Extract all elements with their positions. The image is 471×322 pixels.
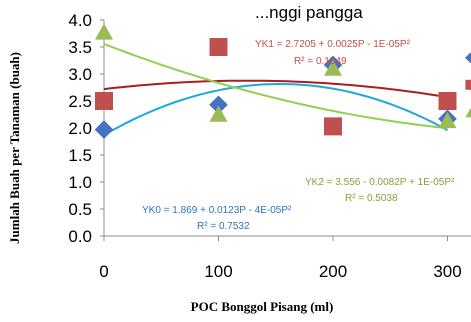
x-axis-title: POC Bonggol Pisang (ml) xyxy=(191,299,334,314)
yk2-r2: R² = 0.5038 xyxy=(345,193,398,204)
yk1-equation: YK1 = 2.7205 + 0.0025P - 1E-05P² xyxy=(255,39,411,50)
yk2-point xyxy=(438,111,457,129)
trend-curves xyxy=(103,43,448,136)
y-axis-title: Jumlah Buah per Tanaman (buah) xyxy=(7,52,22,244)
yk2-trend-curve xyxy=(103,43,448,130)
yk1-point xyxy=(209,38,228,56)
y-tick-label: 3.5 xyxy=(68,38,92,57)
yk1-trend-curve xyxy=(103,79,448,99)
yk0-trend-curve xyxy=(103,83,448,136)
axis-tick-marks xyxy=(100,19,448,241)
x-tick-label: 200 xyxy=(319,262,347,281)
yk0-equation: YK0 = 1.869 + 0.0123P - 4E-05P² xyxy=(142,205,292,216)
y-tick-label: 4.0 xyxy=(68,11,92,30)
y-tick-label: 1.0 xyxy=(68,173,92,192)
yk0-r2: R² = 0.7532 xyxy=(197,221,250,232)
yk0-point xyxy=(94,120,114,139)
y-tick-label: 0.5 xyxy=(68,200,92,219)
yk1-point xyxy=(324,117,342,136)
yk2-equation: YK2 = 3.556 - 0.0082P + 1E-05P² xyxy=(305,177,455,188)
yk2-point xyxy=(209,105,228,122)
yk1-point xyxy=(465,79,471,90)
yk2-point xyxy=(95,23,113,40)
y-tick-labels: 0.0 0.5 1.0 1.5 2.0 2.5 3.0 3.5 4.0 xyxy=(68,11,92,246)
y-tick-label: 1.5 xyxy=(68,146,92,165)
y-tick-label: 2.0 xyxy=(68,119,92,138)
yk1-point xyxy=(95,92,113,110)
yk1-point xyxy=(438,92,457,110)
y-tick-label: 2.5 xyxy=(68,92,92,111)
yk0-point xyxy=(465,52,471,64)
data-markers xyxy=(94,23,471,139)
x-tick-label: 300 xyxy=(433,262,461,281)
x-tick-label: 100 xyxy=(204,262,232,281)
y-tick-label: 0.0 xyxy=(68,227,92,246)
x-tick-label: 0 xyxy=(99,262,108,281)
yk2-point xyxy=(465,108,471,118)
x-tick-labels: 0 100 200 300 xyxy=(99,262,461,281)
chart-title: ...nggi pangga xyxy=(255,3,363,22)
y-tick-label: 3.0 xyxy=(68,65,92,84)
yk2-point xyxy=(324,59,342,76)
yk1-r2: R² = 0.1549 xyxy=(294,56,347,67)
